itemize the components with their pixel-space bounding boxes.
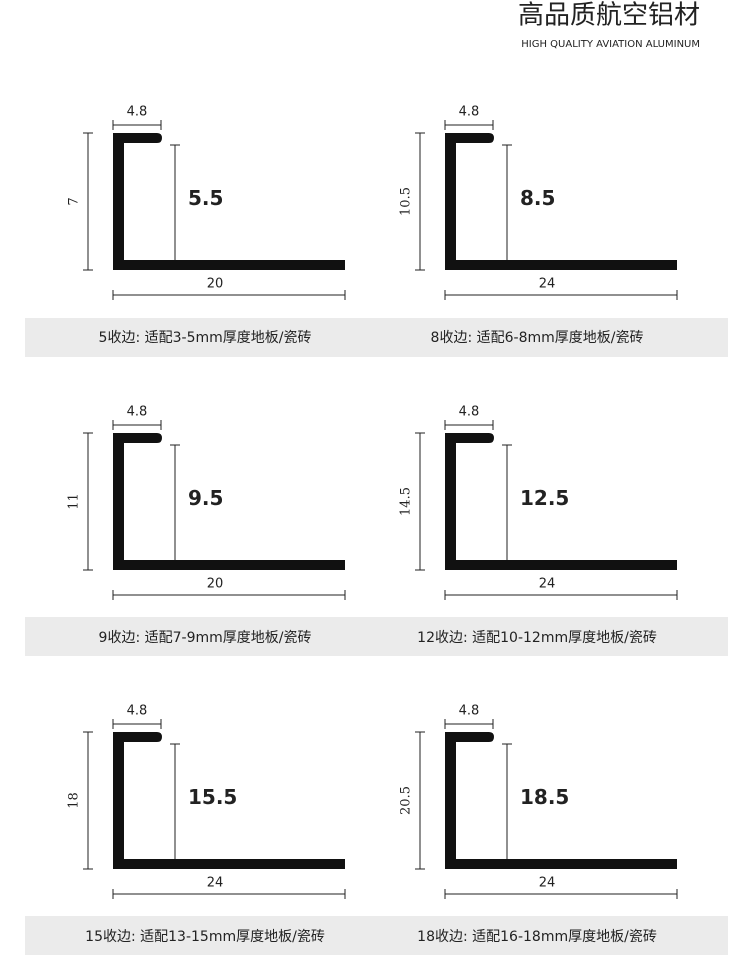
- height: 11: [67, 493, 82, 510]
- inner-height: 5.5: [188, 186, 223, 210]
- caption: 18收边: 适配16-18mm厚度地板/瓷砖: [417, 929, 657, 945]
- dim-line: [112, 290, 346, 300]
- title: 高品质航空铝材: [518, 1, 700, 31]
- height: 20.5: [399, 786, 414, 815]
- top-width: 4.8: [127, 405, 148, 420]
- dim-line: [112, 889, 346, 899]
- dim-line: [444, 290, 678, 300]
- top-width: 4.8: [459, 405, 480, 420]
- dim-line: [112, 590, 346, 600]
- bottom-width: 24: [207, 876, 224, 891]
- dim-line: [83, 731, 93, 870]
- dim-line: [415, 731, 425, 870]
- caption: 12收边: 适配10-12mm厚度地板/瓷砖: [417, 630, 657, 646]
- dim-line: [112, 420, 162, 430]
- dim-line: [170, 743, 180, 859]
- dim-line: [112, 120, 162, 130]
- caption-band: [25, 318, 728, 357]
- dim-line: [83, 132, 93, 271]
- dim-line: [415, 432, 425, 571]
- dim-line: [444, 719, 494, 729]
- profile-shape: [113, 133, 345, 270]
- dim-line: [502, 743, 512, 859]
- dim-line: [502, 144, 512, 260]
- dim-line: [112, 719, 162, 729]
- dim-line: [502, 444, 512, 560]
- top-width: 4.8: [459, 105, 480, 120]
- top-width: 4.8: [127, 704, 148, 719]
- dim-line: [444, 590, 678, 600]
- inner-height: 15.5: [188, 785, 237, 809]
- bottom-width: 24: [539, 876, 556, 891]
- dim-line: [444, 420, 494, 430]
- inner-height: 12.5: [520, 486, 569, 510]
- height: 18: [67, 792, 82, 809]
- top-width: 4.8: [459, 704, 480, 719]
- bottom-width: 20: [207, 577, 224, 592]
- bottom-width: 24: [539, 277, 556, 292]
- dim-line: [170, 444, 180, 560]
- inner-height: 9.5: [188, 486, 223, 510]
- dim-line: [83, 432, 93, 571]
- dim-line: [170, 144, 180, 260]
- dim-line: [444, 889, 678, 899]
- height: 10.5: [399, 187, 414, 216]
- caption: 5收边: 适配3-5mm厚度地板/瓷砖: [99, 330, 312, 346]
- caption-band: [25, 617, 728, 656]
- height: 7: [67, 197, 82, 205]
- bottom-width: 20: [207, 277, 224, 292]
- caption-band: [25, 916, 728, 955]
- top-width: 4.8: [127, 105, 148, 120]
- caption: 8收边: 适配6-8mm厚度地板/瓷砖: [431, 330, 644, 346]
- inner-height: 18.5: [520, 785, 569, 809]
- bottom-width: 24: [539, 577, 556, 592]
- profile-shape: [445, 133, 677, 270]
- profile-shape: [113, 433, 345, 570]
- height: 14.5: [399, 487, 414, 516]
- dim-line: [444, 120, 494, 130]
- dim-line: [415, 132, 425, 271]
- caption: 15收边: 适配13-15mm厚度地板/瓷砖: [85, 929, 325, 945]
- inner-height: 8.5: [520, 186, 555, 210]
- caption: 9收边: 适配7-9mm厚度地板/瓷砖: [99, 630, 312, 646]
- subtitle: HIGH QUALITY AVIATION ALUMINUM: [521, 39, 700, 50]
